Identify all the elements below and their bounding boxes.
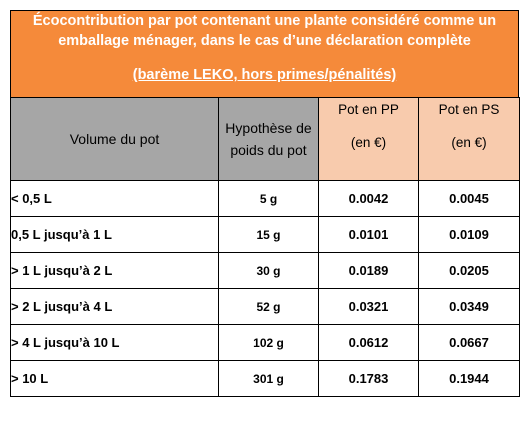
- table-row: > 1 L jusqu’à 2 L 30 g 0.0189 0.0205: [10, 252, 520, 289]
- table-banner: Écocontribution par pot contenant une pl…: [10, 10, 519, 97]
- cell-ps: 0.0109: [418, 216, 520, 253]
- cell-pp: 0.0042: [318, 180, 419, 217]
- table-row: > 10 L 301 g 0.1783 0.1944: [10, 360, 520, 397]
- banner-subtitle: (barème LEKO, hors primes/pénalités): [132, 67, 397, 83]
- cell-ps: 0.0667: [418, 324, 520, 361]
- table-row: < 0,5 L 5 g 0.0042 0.0045: [10, 180, 520, 217]
- cell-volume: > 1 L jusqu’à 2 L: [10, 252, 219, 289]
- ecocontribution-table: Volume du pot Hypothèse de poids du pot …: [10, 97, 520, 397]
- table-row: > 2 L jusqu’à 4 L 52 g 0.0321 0.0349: [10, 288, 520, 325]
- header-pp-label: Pot en PP: [338, 102, 399, 117]
- table-header-row: Volume du pot Hypothèse de poids du pot …: [10, 97, 520, 181]
- ecocontribution-table-figure: Écocontribution par pot contenant une pl…: [10, 10, 520, 397]
- table-row: > 4 L jusqu’à 10 L 102 g 0.0612 0.0667: [10, 324, 520, 361]
- cell-volume: > 10 L: [10, 360, 219, 397]
- cell-ps: 0.0349: [418, 288, 520, 325]
- header-volume: Volume du pot: [10, 97, 219, 181]
- header-ps-unit: (en €): [451, 135, 487, 150]
- cell-volume: > 4 L jusqu’à 10 L: [10, 324, 219, 361]
- cell-weight: 52 g: [218, 288, 319, 325]
- cell-weight: 5 g: [218, 180, 319, 217]
- header-weight: Hypothèse de poids du pot: [218, 97, 319, 181]
- header-pot-ps: Pot en PS (en €): [418, 97, 520, 181]
- cell-pp: 0.0189: [318, 252, 419, 289]
- cell-pp: 0.0612: [318, 324, 419, 361]
- cell-ps: 0.1944: [418, 360, 520, 397]
- table-row: 0,5 L jusqu’à 1 L 15 g 0.0101 0.0109: [10, 216, 520, 253]
- cell-volume: > 2 L jusqu’à 4 L: [10, 288, 219, 325]
- banner-title: Écocontribution par pot contenant une pl…: [32, 13, 497, 49]
- cell-pp: 0.0101: [318, 216, 419, 253]
- cell-ps: 0.0205: [418, 252, 520, 289]
- header-pp-unit: (en €): [350, 135, 387, 150]
- cell-volume: 0,5 L jusqu’à 1 L: [10, 216, 219, 253]
- cell-weight: 30 g: [218, 252, 319, 289]
- header-ps-label: Pot en PS: [438, 102, 500, 117]
- cell-pp: 0.0321: [318, 288, 419, 325]
- cell-volume: < 0,5 L: [10, 180, 219, 217]
- cell-weight: 102 g: [218, 324, 319, 361]
- cell-ps: 0.0045: [418, 180, 520, 217]
- header-pot-pp: Pot en PP (en €): [318, 97, 419, 181]
- cell-pp: 0.1783: [318, 360, 419, 397]
- cell-weight: 301 g: [218, 360, 319, 397]
- cell-weight: 15 g: [218, 216, 319, 253]
